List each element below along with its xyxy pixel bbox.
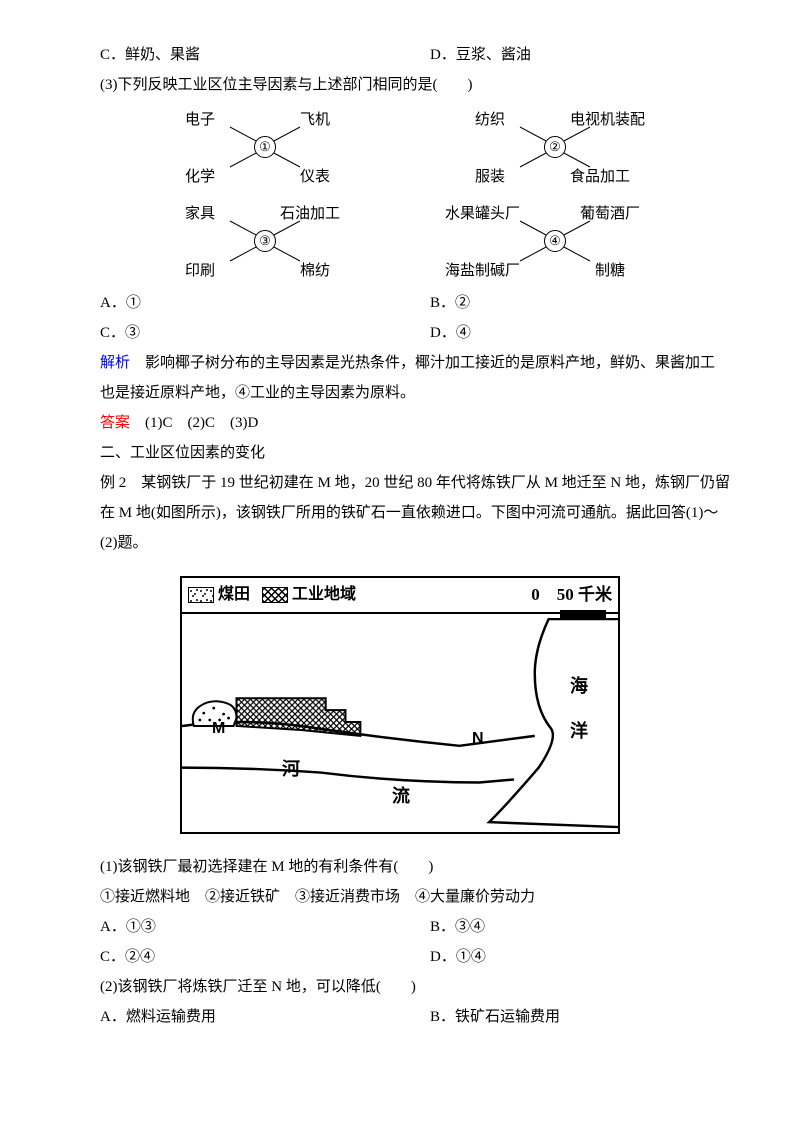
answer: 答案 (1)C (2)C (3)D <box>70 408 730 438</box>
q1-option-a: A．①③ <box>100 912 430 942</box>
scale-bar-icon <box>560 610 606 618</box>
sea-label-1: 海 <box>570 668 588 704</box>
q3-option-a: A．① <box>100 288 430 318</box>
q3-option-row-ab: A．① B．② <box>70 288 730 318</box>
coal-swatch-icon <box>188 587 214 603</box>
star-diagram-1: ① 电子 飞机 化学 仪表 <box>150 102 380 192</box>
legend-industrial: 工业地域 <box>262 579 356 611</box>
q1-option-row-ab: A．①③ B．③④ <box>70 912 730 942</box>
star-center: ③ <box>254 230 276 252</box>
star-diagram-4: ④ 水果罐头厂 葡萄酒厂 海盐制碱厂 制糖 <box>440 196 670 286</box>
q2-option-b: B．铁矿石运输费用 <box>430 1002 730 1032</box>
example2-stem: 例 2 某钢铁厂于 19 世纪初建在 M 地，20 世纪 80 年代将炼铁厂从 … <box>70 468 730 558</box>
option-row-cd: C．鲜奶、果酱 D．豆浆、酱油 <box>70 40 730 70</box>
option-c: C．鲜奶、果酱 <box>100 40 430 70</box>
q1-items: ①接近燃料地 ②接近铁矿 ③接近消费市场 ④大量廉价劳动力 <box>70 882 730 912</box>
option-d: D．豆浆、酱油 <box>430 40 730 70</box>
legend-coal: 煤田 <box>188 579 250 611</box>
answer-text: (1)C (2)C (3)D <box>130 415 258 431</box>
map-body: 海 洋 河 流 M N <box>182 618 618 832</box>
section2-title: 二、工业区位因素的变化 <box>70 438 730 468</box>
q1-stem: (1)该钢铁厂最初选择建在 M 地的有利条件有( ) <box>70 852 730 882</box>
q3-stem: (3)下列反映工业区位主导因素与上述部门相同的是( ) <box>70 70 730 100</box>
star-center: ④ <box>544 230 566 252</box>
river-label-1: 河 <box>282 751 300 787</box>
legend-coal-text: 煤田 <box>218 579 250 611</box>
q3-option-d: D．④ <box>430 318 730 348</box>
star-row-1: ① 电子 飞机 化学 仪表 ② 纺织 电视机装配 服装 食品加工 <box>70 100 730 194</box>
star-row-2: ③ 家具 石油加工 印刷 棉纺 ④ 水果罐头厂 葡萄酒厂 海盐制碱厂 制糖 <box>70 194 730 288</box>
analysis: 解析 影响椰子树分布的主导因素是光热条件，椰汁加工接近的是原料产地，鲜奶、果酱加… <box>70 348 730 408</box>
q2-option-row-ab: A．燃料运输费用 B．铁矿石运输费用 <box>70 1002 730 1032</box>
river-label-2: 流 <box>392 778 410 814</box>
star-diagram-2: ② 纺织 电视机装配 服装 食品加工 <box>440 102 670 192</box>
q2-option-a: A．燃料运输费用 <box>100 1002 430 1032</box>
star-center: ② <box>544 136 566 158</box>
m-label: M <box>212 713 225 745</box>
star-center: ① <box>254 136 276 158</box>
scale-numbers: 0 50 千米 <box>531 585 612 604</box>
analysis-text: 影响椰子树分布的主导因素是光热条件，椰汁加工接近的是原料产地，鲜奶、果酱加工也是… <box>100 355 715 401</box>
scale-text: 0 50 千米 <box>531 578 612 612</box>
analysis-label: 解析 <box>100 355 130 371</box>
n-label: N <box>472 723 484 755</box>
q1-option-d: D．①④ <box>430 942 730 972</box>
map-figure: 煤田 工业地域 0 50 千米 <box>180 576 620 834</box>
q1-option-c: C．②④ <box>100 942 430 972</box>
q1-option-b: B．③④ <box>430 912 730 942</box>
legend-industrial-text: 工业地域 <box>292 579 356 611</box>
star-diagram-3: ③ 家具 石油加工 印刷 棉纺 <box>150 196 380 286</box>
sea-label-2: 洋 <box>570 713 588 749</box>
q3-option-row-cd: C．③ D．④ <box>70 318 730 348</box>
answer-label: 答案 <box>100 415 130 431</box>
industrial-swatch-icon <box>262 587 288 603</box>
q3-option-c: C．③ <box>100 318 430 348</box>
q3-option-b: B．② <box>430 288 730 318</box>
q1-option-row-cd: C．②④ D．①④ <box>70 942 730 972</box>
q2-stem: (2)该钢铁厂将炼铁厂迁至 N 地，可以降低( ) <box>70 972 730 1002</box>
